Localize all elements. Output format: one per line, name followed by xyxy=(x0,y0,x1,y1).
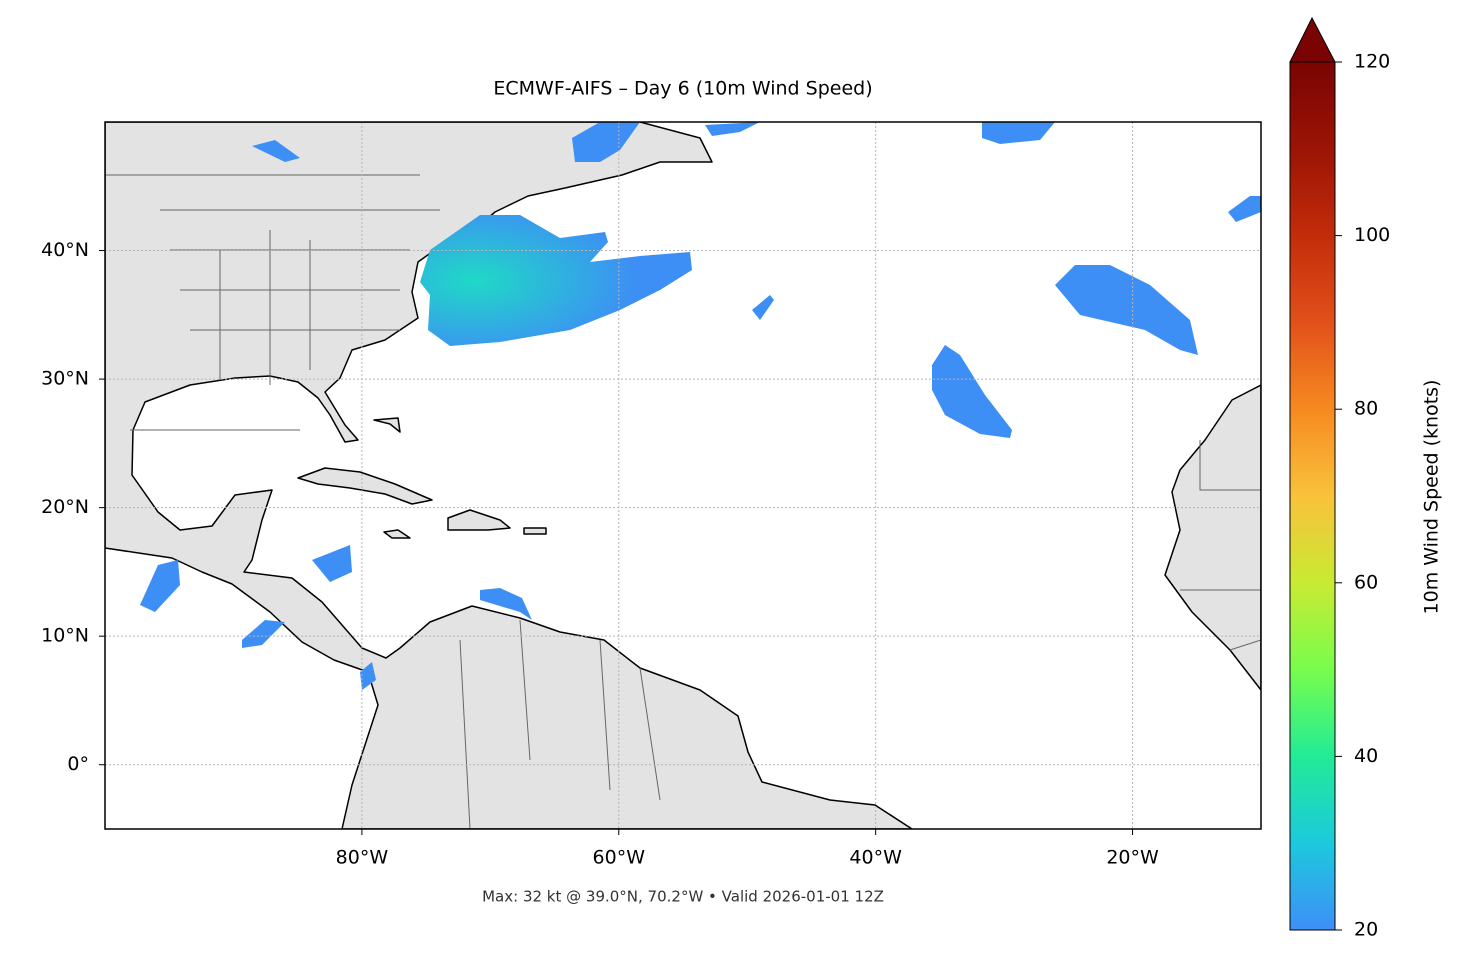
americas xyxy=(105,122,913,829)
borders xyxy=(105,174,1261,829)
x-tick-label: 60°W xyxy=(593,847,646,869)
y-tick-label: 40°N xyxy=(41,239,89,261)
wind-field xyxy=(140,122,1261,690)
x-tick-label: 80°W xyxy=(336,847,389,869)
hispaniola xyxy=(447,509,511,531)
colorbar-label: 10m Wind Speed (knots) xyxy=(1421,380,1443,615)
colorbar xyxy=(1289,61,1336,931)
x-tick-label: 20°W xyxy=(1106,847,1159,869)
colorbar-tick-label: 80 xyxy=(1354,398,1378,420)
y-tick-label: 20°N xyxy=(41,496,89,518)
puerto-rico xyxy=(523,527,547,535)
footer: Max: 32 kt @ 39.0°N, 70.2°W • Valid 2026… xyxy=(482,888,884,906)
y-tick-label: 0° xyxy=(67,753,89,775)
colorbar-tick-label: 100 xyxy=(1354,224,1390,246)
africa xyxy=(1164,384,1261,691)
cuba xyxy=(297,467,433,505)
chart-title: ECMWF-AIFS – Day 6 (10m Wind Speed) xyxy=(493,78,872,100)
y-tick-label: 10°N xyxy=(41,625,89,647)
map-frame xyxy=(104,121,1262,830)
colorbar-tick-label: 20 xyxy=(1354,919,1378,941)
colorbar-tick-label: 120 xyxy=(1354,51,1390,73)
colorbar-extend xyxy=(1289,16,1336,63)
y-tick-label: 30°N xyxy=(41,368,89,390)
colorbar-tick-label: 60 xyxy=(1354,571,1378,593)
map xyxy=(105,122,1261,829)
x-tick-label: 40°W xyxy=(849,847,902,869)
bahamas xyxy=(373,417,401,433)
colorbar-tick-label: 40 xyxy=(1354,745,1378,767)
graticule xyxy=(105,122,1261,829)
jamaica xyxy=(383,529,411,539)
